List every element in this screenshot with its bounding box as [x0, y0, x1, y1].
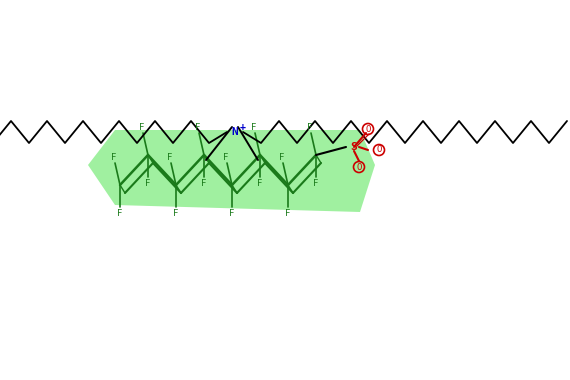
Text: F: F	[314, 179, 319, 188]
Text: F: F	[117, 209, 123, 218]
Text: F: F	[201, 179, 207, 188]
Text: F: F	[196, 122, 201, 131]
Text: F: F	[257, 179, 263, 188]
Text: F: F	[279, 152, 284, 161]
Text: F: F	[145, 179, 150, 188]
Text: O: O	[376, 146, 382, 155]
Text: F: F	[173, 209, 178, 218]
Text: F: F	[111, 152, 117, 161]
Text: F: F	[168, 152, 173, 161]
Text: N: N	[231, 127, 238, 137]
Text: +: +	[240, 122, 246, 132]
Polygon shape	[88, 130, 375, 212]
Text: F: F	[229, 209, 235, 218]
Text: F: F	[139, 122, 145, 131]
Text: F: F	[307, 122, 313, 131]
Text: O: O	[356, 163, 362, 171]
Text: F: F	[251, 122, 256, 131]
Text: O: O	[365, 125, 370, 133]
Text: F: F	[286, 209, 291, 218]
Text: S: S	[351, 142, 357, 152]
Text: F: F	[223, 152, 229, 161]
